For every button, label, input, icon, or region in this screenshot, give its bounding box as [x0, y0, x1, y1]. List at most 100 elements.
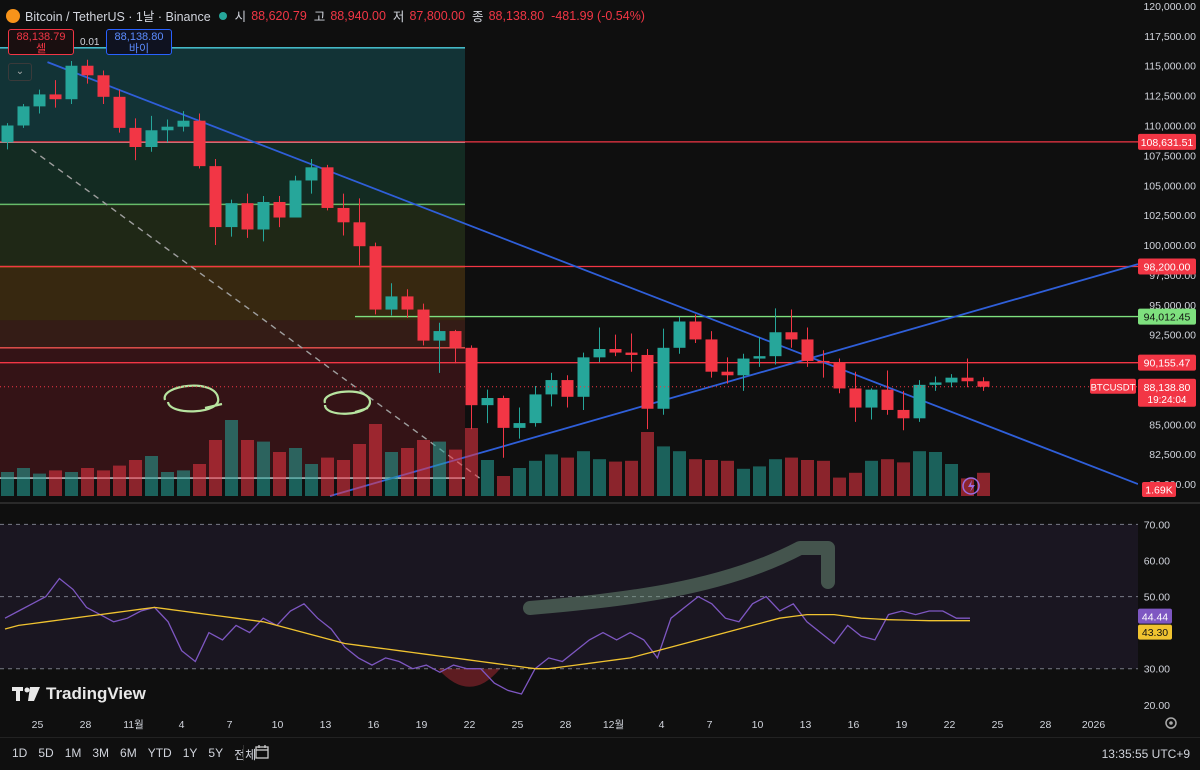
volume-bar — [865, 460, 878, 496]
time-tick-label: 28 — [560, 719, 572, 731]
volume-bar — [945, 464, 958, 496]
range-button-5Y[interactable]: 5Y — [208, 746, 224, 760]
calendar-range-icon[interactable] — [255, 745, 269, 759]
volume-bar — [753, 466, 766, 496]
volume-bar — [913, 451, 926, 496]
time-tick-label: 13 — [800, 719, 812, 731]
rsi-value-tag — [1138, 608, 1172, 624]
time-tick-label: 12월 — [603, 719, 624, 731]
candle-body — [417, 309, 430, 341]
candle-body — [497, 397, 510, 428]
range-button-1D[interactable]: 1D — [12, 746, 28, 760]
candle-body — [369, 246, 382, 310]
candle-body — [337, 207, 350, 223]
bottom-toolbar: 1D 5D 1M 3M 6M YTD 1Y 5Y 전체 13:35:55 UTC+9 — [0, 737, 1200, 770]
price-tick-label: 82,500.00 — [1149, 449, 1196, 461]
candle-body — [49, 94, 62, 100]
last-price-tag — [1138, 378, 1196, 407]
range-button-1M[interactable]: 1M — [64, 746, 82, 760]
sell-button[interactable]: 88,138.79 셀 — [8, 29, 74, 55]
volume-bar — [449, 449, 462, 496]
volume-bar — [193, 464, 206, 496]
volume-bar — [97, 470, 110, 496]
bitcoin-logo-icon — [6, 8, 20, 23]
volume-bar — [129, 460, 142, 496]
candle-body — [225, 203, 238, 228]
fib-zone-1 — [0, 142, 465, 205]
candle-body — [881, 389, 894, 410]
candle-body — [113, 96, 126, 128]
volume-bar — [257, 441, 270, 496]
candle-body — [289, 180, 302, 218]
time-tick-label: 2026 — [1082, 719, 1106, 731]
candle-body — [561, 380, 574, 397]
toolbar-divider — [243, 745, 244, 761]
rsi-tick-label: 30.00 — [1144, 664, 1170, 676]
rsi-value-label: 44.44 — [1142, 612, 1168, 624]
price-level-tag-label: 108,631.51 — [1141, 137, 1194, 149]
time-tick-label: 7 — [707, 719, 713, 731]
close-value: 88,138.80 — [488, 8, 545, 23]
price-tick-label: 117,500.00 — [1144, 31, 1196, 43]
time-tick-label: 28 — [80, 719, 92, 731]
range-button-1Y[interactable]: 1Y — [182, 746, 198, 760]
range-button-3M[interactable]: 3M — [92, 746, 110, 760]
price-tick-label: 115,000.00 — [1144, 61, 1196, 73]
rsi-ma-line — [4, 606, 970, 670]
candle-body — [961, 377, 974, 382]
volume-bar — [401, 448, 414, 496]
trend-arrow-annotation — [523, 541, 835, 615]
volume-bar — [273, 452, 286, 496]
time-tick-label: 25 — [32, 719, 44, 731]
volume-bar — [481, 460, 494, 496]
volume-bar — [465, 428, 478, 496]
clock-timezone[interactable]: 13:35:55 UTC+9 — [1101, 747, 1190, 761]
collapse-chevron-icon[interactable]: ⌄ — [8, 63, 32, 81]
volume-bar — [161, 472, 174, 496]
range-button-YTD[interactable]: YTD — [147, 746, 172, 760]
candle-body — [145, 130, 158, 148]
volume-bar — [369, 424, 382, 496]
price-tick-label: 107,500.00 — [1143, 150, 1196, 162]
candle-body — [545, 380, 558, 395]
volume-bar — [177, 470, 190, 496]
spread-value: 0.01 — [80, 37, 100, 48]
volume-bar — [785, 457, 798, 496]
range-button-전체[interactable]: 전체 — [234, 748, 257, 762]
candle-body — [257, 201, 270, 230]
volume-bar — [417, 440, 430, 496]
change-value: -481.99 (-0.54%) — [551, 8, 645, 23]
candle-body — [241, 203, 254, 230]
price-tick-label: 110,000.00 — [1144, 120, 1196, 132]
volume-bar — [817, 460, 830, 496]
candle-body — [929, 382, 942, 385]
candle-body — [321, 167, 334, 208]
candle-body — [785, 332, 798, 340]
fib-zone-4 — [0, 320, 465, 348]
range-button-5D[interactable]: 5D — [38, 746, 54, 760]
time-tick-label: 28 — [1040, 719, 1052, 731]
high-value: 88,940.00 — [330, 8, 386, 23]
candle-body — [977, 381, 990, 387]
price-chart[interactable]: 120,000.00 117,500.00 115,000.00 112,500.00… — [0, 0, 1200, 737]
volume-bar — [241, 440, 254, 496]
volume-bar — [113, 465, 126, 496]
time-tick-label: 16 — [368, 719, 380, 731]
time-tick-label: 19 — [896, 719, 908, 731]
volume-bar — [625, 460, 638, 496]
range-buttons: 1D 5D 1M 3M 6M YTD 1Y 5Y 전체 — [12, 746, 256, 763]
range-button-6M[interactable]: 6M — [120, 746, 137, 760]
volume-bar — [977, 472, 990, 496]
time-tick-label: 7 — [227, 719, 233, 731]
candle-body — [577, 357, 590, 397]
symbol-title[interactable]: Bitcoin / TetherUS · 1날 · Binance — [25, 10, 211, 24]
volume-bar — [545, 454, 558, 496]
price-level-tag — [1138, 308, 1196, 325]
candle-body — [33, 94, 46, 107]
rsi-tick-label: 50.00 — [1144, 592, 1170, 604]
settings-gear-icon[interactable] — [1164, 716, 1178, 730]
volume-bar — [353, 444, 366, 496]
volume-bar — [289, 448, 302, 496]
volume-bar — [529, 460, 542, 496]
buy-button[interactable]: 88,138.80 바이 — [106, 29, 172, 55]
